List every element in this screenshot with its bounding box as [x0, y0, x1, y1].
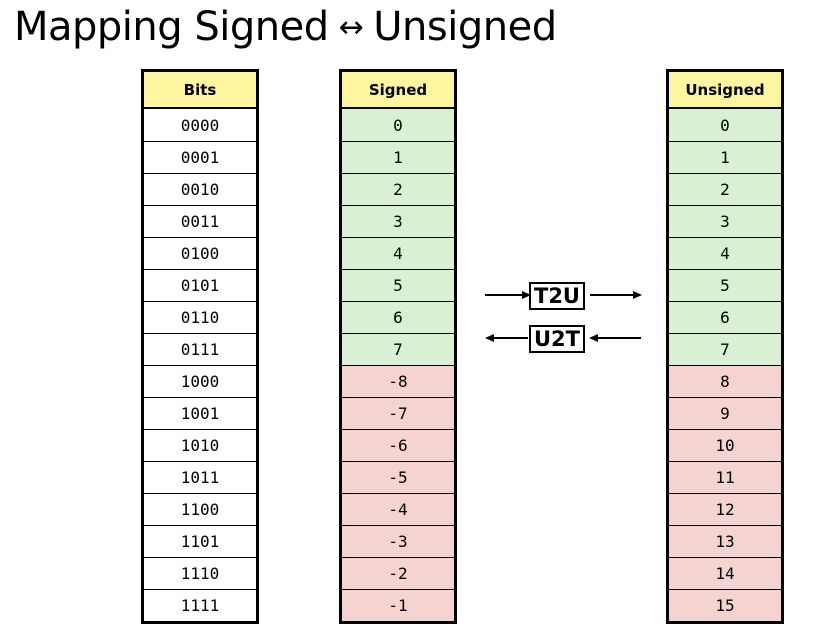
bits-cell: 1100 [144, 493, 256, 525]
unsigned-cell: 2 [669, 173, 781, 205]
bits-cell: 1010 [144, 429, 256, 461]
signed-cell: -8 [342, 365, 454, 397]
u2t-arrow-left-segment-icon [485, 334, 528, 342]
bits-cell: 0000 [144, 109, 256, 141]
signed-cell: -4 [342, 493, 454, 525]
bits-column: Bits 0000 0001 0010 0011 0100 0101 0110 0111 100… [141, 69, 259, 624]
bits-cell: 0100 [144, 237, 256, 269]
unsigned-cell: 12 [669, 493, 781, 525]
bits-cell: 1110 [144, 557, 256, 589]
unsigned-column: Unsigned 0 1 2 3 4 5 6 7 8 9 10 11 12 13 14 15 [666, 69, 784, 624]
signed-cell: 2 [342, 173, 454, 205]
bits-cell: 1101 [144, 525, 256, 557]
bits-header: Bits [144, 72, 256, 109]
unsigned-cell: 14 [669, 557, 781, 589]
t2u-label: T2U [529, 282, 585, 310]
signed-cell: -3 [342, 525, 454, 557]
signed-column: Signed 0 1 2 3 4 5 6 7 -8 -7 -6 -5 -4 -3 -2 -1 [339, 69, 457, 624]
signed-cell: -6 [342, 429, 454, 461]
signed-header: Signed [342, 72, 454, 109]
signed-cell: 3 [342, 205, 454, 237]
unsigned-cell: 15 [669, 589, 781, 621]
bits-cell: 0101 [144, 269, 256, 301]
page-title: Mapping Signed ↔ Unsigned [14, 4, 557, 50]
signed-cell: -1 [342, 589, 454, 621]
bits-cell: 0110 [144, 301, 256, 333]
t2u-arrow-right-segment-icon [590, 291, 642, 299]
signed-cell: -5 [342, 461, 454, 493]
signed-cell: 0 [342, 109, 454, 141]
bits-cell: 1001 [144, 397, 256, 429]
unsigned-cell: 1 [669, 141, 781, 173]
u2t-arrow-right-segment-icon [589, 334, 641, 342]
unsigned-cell: 11 [669, 461, 781, 493]
unsigned-cell: 5 [669, 269, 781, 301]
unsigned-cell: 3 [669, 205, 781, 237]
unsigned-cell: 0 [669, 109, 781, 141]
unsigned-cell: 10 [669, 429, 781, 461]
bits-cell: 0111 [144, 333, 256, 365]
bits-cell: 0010 [144, 173, 256, 205]
signed-cell: 7 [342, 333, 454, 365]
bits-cell: 0011 [144, 205, 256, 237]
bits-cell: 0001 [144, 141, 256, 173]
bits-cell: 1111 [144, 589, 256, 621]
bits-cell: 1011 [144, 461, 256, 493]
signed-cell: 6 [342, 301, 454, 333]
u2t-label: U2T [529, 325, 585, 353]
signed-cell: -7 [342, 397, 454, 429]
unsigned-cell: 6 [669, 301, 781, 333]
unsigned-header: Unsigned [669, 72, 781, 109]
unsigned-cell: 7 [669, 333, 781, 365]
bits-cell: 1000 [144, 365, 256, 397]
unsigned-cell: 8 [669, 365, 781, 397]
unsigned-cell: 13 [669, 525, 781, 557]
unsigned-cell: 4 [669, 237, 781, 269]
signed-cell: 5 [342, 269, 454, 301]
signed-cell: -2 [342, 557, 454, 589]
title-unsigned: Unsigned [373, 4, 557, 50]
signed-cell: 4 [342, 237, 454, 269]
bidirectional-arrow-icon: ↔ [338, 10, 364, 45]
t2u-arrow-left-segment-icon [485, 291, 531, 299]
title-signed: Mapping Signed [14, 4, 329, 50]
unsigned-cell: 9 [669, 397, 781, 429]
signed-cell: 1 [342, 141, 454, 173]
